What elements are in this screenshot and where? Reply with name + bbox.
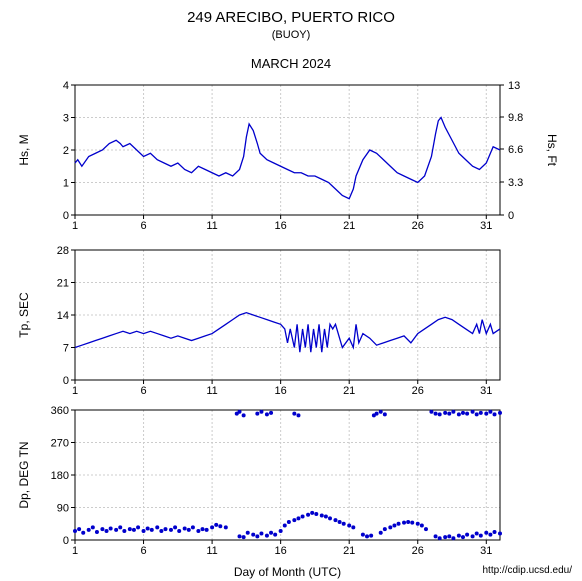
svg-text:31: 31: [480, 545, 492, 557]
buoy-chart: 249 ARECIBO, PUERTO RICO (BUOY) MARCH 2024…: [0, 0, 582, 581]
svg-text:6: 6: [140, 545, 146, 557]
svg-text:11: 11: [206, 545, 217, 557]
svg-text:360: 360: [51, 405, 69, 417]
chart-container: { "title": "249 ARECIBO, PUERTO RICO", "…: [0, 0, 582, 581]
svg-text:6.6: 6.6: [508, 144, 523, 156]
svg-text:Hs, Ft: Hs, Ft: [545, 134, 559, 167]
svg-text:11: 11: [206, 385, 217, 397]
svg-text:26: 26: [412, 385, 424, 397]
svg-text:6: 6: [140, 385, 146, 397]
svg-text:21: 21: [343, 385, 355, 397]
svg-text:4: 4: [63, 80, 69, 92]
svg-text:1: 1: [72, 545, 78, 557]
svg-text:28: 28: [57, 245, 69, 257]
svg-text:0: 0: [63, 535, 69, 547]
svg-text:16: 16: [275, 545, 287, 557]
svg-text:1: 1: [63, 178, 69, 190]
svg-text:6: 6: [140, 220, 146, 232]
svg-text:9.8: 9.8: [508, 112, 523, 124]
svg-text:16: 16: [275, 220, 287, 232]
svg-text:270: 270: [51, 438, 69, 450]
svg-text:21: 21: [343, 545, 355, 557]
svg-text:180: 180: [51, 470, 69, 482]
svg-text:Tp, SEC: Tp, SEC: [17, 292, 31, 338]
svg-text:Hs, M: Hs, M: [17, 134, 31, 165]
svg-text:2: 2: [63, 145, 69, 157]
svg-text:1: 1: [72, 385, 78, 397]
svg-text:31: 31: [480, 385, 492, 397]
title-month: MARCH 2024: [251, 56, 331, 71]
title-sub: (BUOY): [272, 29, 311, 41]
svg-text:14: 14: [57, 310, 69, 322]
svg-text:3.3: 3.3: [508, 177, 523, 189]
svg-text:Dp, DEG TN: Dp, DEG TN: [17, 441, 31, 508]
footer-url: http://cdip.ucsd.edu/: [482, 565, 572, 576]
svg-text:26: 26: [412, 220, 424, 232]
svg-text:0: 0: [508, 210, 514, 222]
svg-text:16: 16: [275, 385, 287, 397]
svg-text:31: 31: [480, 220, 492, 232]
svg-text:13: 13: [508, 80, 520, 92]
svg-text:0: 0: [63, 375, 69, 387]
x-axis-label: Day of Month (UTC): [234, 565, 341, 579]
svg-text:21: 21: [57, 278, 69, 290]
svg-text:26: 26: [412, 545, 424, 557]
svg-text:21: 21: [343, 220, 355, 232]
svg-text:90: 90: [57, 503, 69, 515]
svg-text:1: 1: [72, 220, 78, 232]
svg-text:0: 0: [63, 210, 69, 222]
svg-text:11: 11: [206, 220, 217, 232]
svg-text:7: 7: [63, 343, 69, 355]
svg-text:3: 3: [63, 113, 69, 125]
title-main: 249 ARECIBO, PUERTO RICO: [187, 9, 395, 26]
